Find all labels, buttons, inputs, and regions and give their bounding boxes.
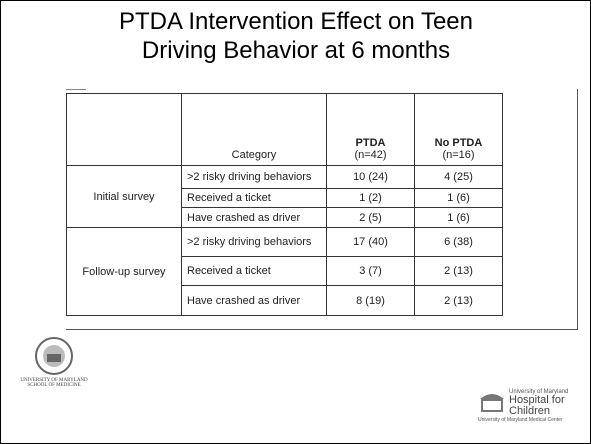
category-cell: Received a ticket (181, 256, 327, 286)
header-text: (n=42) (354, 149, 387, 161)
image-frame (66, 89, 578, 330)
value-cell: 4 (25) (414, 165, 503, 189)
slide-title: PTDA Intervention Effect on Teen Driving… (119, 8, 473, 64)
category-cell: Have crashed as driver (181, 285, 327, 316)
value-cell: 1 (2) (326, 188, 415, 208)
value-cell: 1 (6) (414, 207, 503, 228)
logo-text: University of Maryland Medical Center (478, 417, 563, 423)
table-row: Received a ticket 1 (2) 1 (6) (67, 188, 503, 208)
header-cell: No PTDA (n=16) (414, 93, 503, 166)
logo-text: SCHOOL OF MEDICINE (27, 383, 81, 388)
header-text: No PTDA (434, 137, 483, 149)
group-cell: Initial survey (66, 165, 182, 228)
table-row: Received a ticket 3 (7) 2 (13) (67, 256, 503, 286)
value-cell: 2 (13) (414, 285, 503, 316)
table-row: Have crashed as driver 2 (5) 1 (6) (67, 207, 503, 228)
logo-text: UNIVERSITY OF MARYLAND (20, 378, 88, 383)
image-frame-edge (66, 89, 86, 90)
seal (35, 337, 73, 375)
value-cell: 2 (13) (414, 256, 503, 286)
table-row: Initial survey >2 risky driving behaviors… (66, 165, 503, 228)
table-body: Initial survey >2 risky driving behaviors… (66, 165, 503, 316)
value-cell: 2 (5) (326, 207, 415, 228)
value-cell: 17 (40) (326, 227, 415, 257)
category-cell: >2 risky driving behaviors (181, 165, 327, 189)
category-cell: Received a ticket (181, 188, 327, 208)
value-cell: 1 (6) (414, 188, 503, 208)
value-cell: 3 (7) (326, 256, 415, 286)
logo-text: Hospital for (509, 394, 565, 406)
hospital-icon (480, 394, 504, 412)
logo-text: Children (509, 405, 550, 417)
category-cell: Have crashed as driver (181, 207, 327, 228)
header-row: Category PTDA (n=42) No PTDA (n=16) (66, 93, 503, 166)
header-text: (n=16) (442, 149, 475, 161)
category-cell: >2 risky driving behaviors (181, 227, 327, 257)
results-table: Category PTDA (n=42) No PTDA (n=16) Initia… (66, 93, 503, 316)
header-cell: PTDA (n=42) (326, 93, 415, 166)
logo-text: University of Maryland (509, 389, 569, 395)
header-cell: Category (181, 93, 327, 166)
header-cell (66, 93, 182, 166)
logo-right: University of Maryland Hospital for Chil… (478, 389, 578, 423)
table-row: Have crashed as driver 8 (19) 2 (13) (67, 285, 503, 316)
group-cell: Follow-up survey (66, 227, 182, 316)
value-cell: 6 (38) (414, 227, 503, 257)
header-text: PTDA (355, 137, 386, 149)
table-row: Follow-up survey >2 risky driving behavio… (66, 227, 503, 316)
logo-left: UNIVERSITY OF MARYLAND SCHOOL OF MEDICIN… (9, 336, 99, 388)
value-cell: 10 (24) (326, 165, 415, 189)
value-cell: 8 (19) (326, 285, 415, 316)
